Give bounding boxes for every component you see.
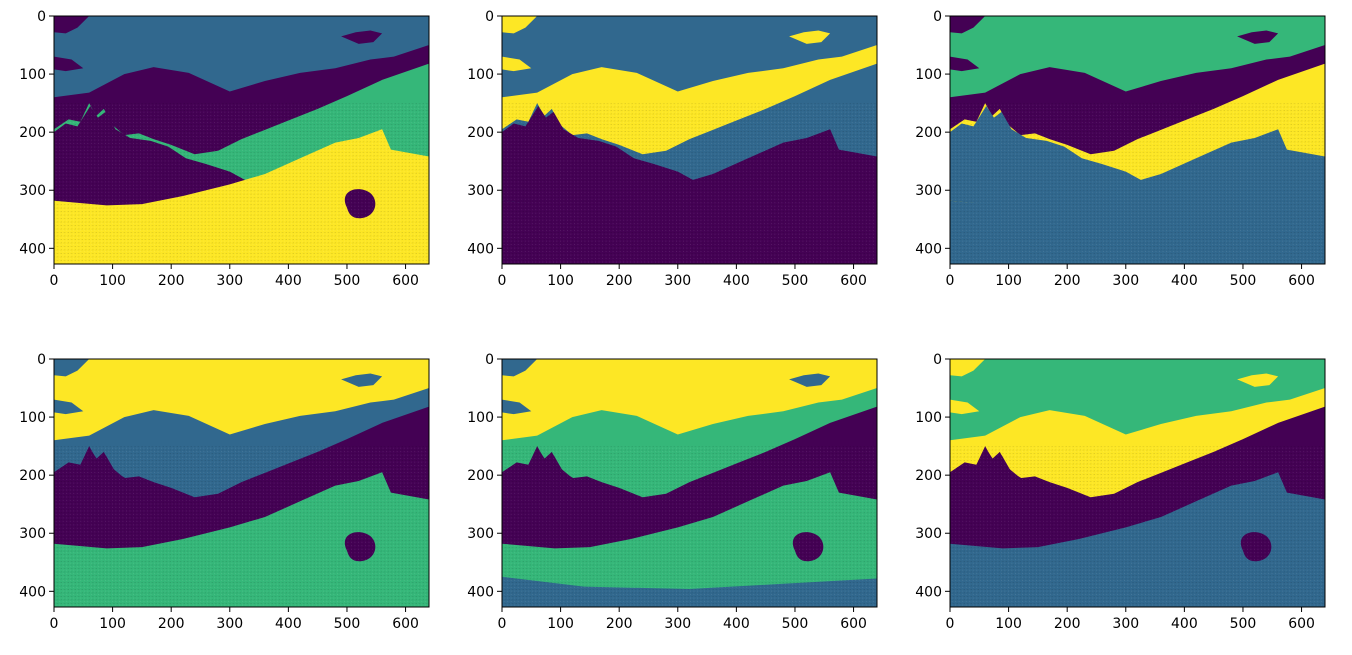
- x-tick-label: 400: [275, 616, 302, 632]
- x-tick-label: 100: [547, 273, 574, 289]
- x-tick-label: 100: [99, 616, 126, 632]
- y-tick-label: 0: [933, 9, 942, 25]
- subplot-row1-col2: 0 100 200 300 400 500 600 0 100 200 300 400: [467, 9, 878, 289]
- x-tick-label: 400: [723, 616, 750, 632]
- y-tick-label: 400: [467, 584, 494, 600]
- x-tick-label: 100: [995, 273, 1022, 289]
- y-tick-label: 100: [915, 410, 942, 426]
- x-tick-label: 400: [1171, 616, 1198, 632]
- axes-frame: [501, 358, 878, 608]
- x-tick-label: 300: [664, 273, 691, 289]
- x-tick-label: 0: [498, 616, 507, 632]
- x-tick-label: 600: [840, 273, 867, 289]
- texture-overlay: [54, 103, 429, 264]
- x-tick-label: 600: [1288, 616, 1315, 632]
- x-tick-label: 0: [50, 616, 59, 632]
- y-tick-label: 400: [915, 241, 942, 257]
- x-tick-label: 0: [50, 273, 59, 289]
- x-tick-label: 500: [1230, 273, 1257, 289]
- x-tick-label: 0: [946, 616, 955, 632]
- image-area: [502, 16, 877, 264]
- y-tick-label: 100: [19, 67, 46, 83]
- x-tick-label: 600: [392, 273, 419, 289]
- x-tick-label: 400: [275, 273, 302, 289]
- y-tick-label: 0: [485, 9, 494, 25]
- subplot-row2-col1: 0 100 200 300 400 500 600 0 100 200 300 400: [19, 352, 430, 632]
- y-tick-label: 200: [19, 468, 46, 484]
- x-tick-label: 500: [782, 616, 809, 632]
- y-tick-label: 0: [37, 352, 46, 368]
- x-tick-label: 500: [782, 273, 809, 289]
- x-tick-label: 300: [664, 616, 691, 632]
- x-tick-label: 100: [99, 273, 126, 289]
- x-tick-label: 0: [946, 273, 955, 289]
- axes-frame: [53, 358, 430, 608]
- y-tick-label: 400: [19, 584, 46, 600]
- x-tick-label: 100: [547, 616, 574, 632]
- x-tick-label: 500: [1230, 616, 1257, 632]
- x-tick-label: 500: [334, 616, 361, 632]
- x-tick-label: 500: [334, 273, 361, 289]
- x-tick-label: 200: [158, 273, 185, 289]
- x-tick-label: 200: [606, 273, 633, 289]
- subplot-row2-col2: 0 100 200 300 400 500 600 0 100 200 300 400: [467, 352, 878, 632]
- y-tick-label: 300: [467, 183, 494, 199]
- x-tick-label: 0: [498, 273, 507, 289]
- y-tick-label: 200: [915, 468, 942, 484]
- texture-overlay: [54, 446, 429, 607]
- y-tick-label: 400: [19, 241, 46, 257]
- y-tick-label: 200: [467, 125, 494, 141]
- y-tick-label: 200: [19, 125, 46, 141]
- image-area: [950, 16, 1325, 264]
- x-tick-label: 200: [158, 616, 185, 632]
- y-tick-label: 200: [467, 468, 494, 484]
- x-tick-label: 400: [723, 273, 750, 289]
- texture-overlay: [502, 103, 877, 264]
- axes-frame: [949, 15, 1326, 265]
- axes-frame: [949, 358, 1326, 608]
- image-area: [54, 16, 429, 264]
- image-area: [54, 359, 429, 607]
- y-tick-label: 300: [915, 526, 942, 542]
- subplot-row2-col3: 0 100 200 300 400 500 600 0 100 200 300 400: [915, 352, 1326, 632]
- x-tick-label: 600: [392, 616, 419, 632]
- y-tick-label: 0: [933, 352, 942, 368]
- subplot-row1-col1: 0 100 200 300 400 500 600 0 100 200 300 400: [19, 9, 430, 289]
- texture-overlay: [502, 446, 877, 607]
- x-tick-label: 200: [1054, 616, 1081, 632]
- x-tick-label: 300: [1112, 273, 1139, 289]
- y-tick-label: 400: [467, 241, 494, 257]
- texture-overlay: [950, 446, 1325, 607]
- y-tick-label: 400: [915, 584, 942, 600]
- x-tick-label: 100: [995, 616, 1022, 632]
- image-area: [502, 359, 877, 607]
- x-tick-label: 400: [1171, 273, 1198, 289]
- x-tick-label: 600: [840, 616, 867, 632]
- axes-frame: [53, 15, 430, 265]
- x-tick-label: 300: [216, 616, 243, 632]
- y-tick-label: 100: [467, 410, 494, 426]
- y-tick-label: 300: [19, 526, 46, 542]
- y-tick-label: 300: [467, 526, 494, 542]
- image-area: [950, 359, 1325, 607]
- y-tick-label: 300: [19, 183, 46, 199]
- y-tick-label: 0: [485, 352, 494, 368]
- y-tick-label: 0: [37, 9, 46, 25]
- x-tick-label: 200: [1054, 273, 1081, 289]
- x-tick-label: 200: [606, 616, 633, 632]
- y-tick-label: 100: [467, 67, 494, 83]
- y-tick-label: 300: [915, 183, 942, 199]
- texture-overlay: [950, 103, 1325, 264]
- x-tick-label: 300: [1112, 616, 1139, 632]
- y-tick-label: 200: [915, 125, 942, 141]
- x-tick-label: 300: [216, 273, 243, 289]
- y-tick-label: 100: [19, 410, 46, 426]
- y-tick-label: 100: [915, 67, 942, 83]
- axes-frame: [501, 15, 878, 265]
- x-tick-label: 600: [1288, 273, 1315, 289]
- subplot-row1-col3: 0 100 200 300 400 500 600 0 100 200 300 400: [915, 9, 1326, 289]
